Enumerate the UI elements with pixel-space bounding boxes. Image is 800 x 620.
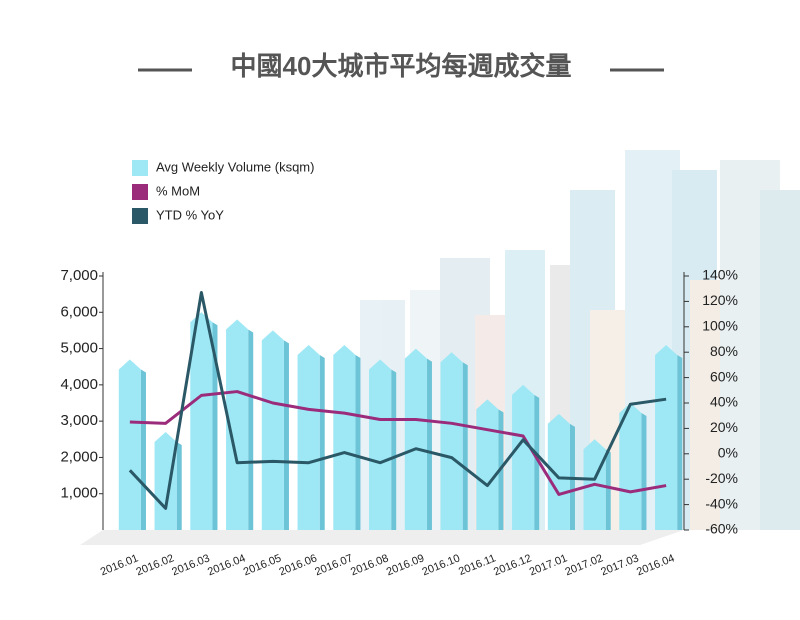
bar-side [248, 329, 254, 530]
x-tick-label: 2017.01 [528, 552, 569, 578]
bar [333, 344, 356, 530]
x-tick-label: 2016.01 [99, 552, 140, 578]
bar-side [176, 442, 182, 530]
bar-side [140, 369, 146, 530]
bar-side [319, 354, 325, 530]
bar [476, 399, 499, 530]
line-series [129, 390, 667, 496]
chart-title: 中國40大城市平均每週成交量 [231, 51, 572, 81]
bar-side [355, 354, 361, 530]
y-tick-label: 3,000 [60, 412, 98, 429]
y-tick-label: 6,000 [60, 303, 98, 320]
x-tick-label: 2016.12 [492, 552, 533, 578]
y2-tick-label: 20% [710, 419, 738, 435]
x-tick-label: 2016.08 [349, 552, 390, 578]
x-tick-label: 2016.04 [635, 552, 676, 578]
line-series [128, 291, 667, 510]
x-tick-label: 2016.04 [206, 552, 247, 578]
x-tick-label: 2016.07 [313, 552, 354, 578]
bar [226, 319, 249, 530]
bar [190, 312, 213, 530]
bar-side [391, 369, 397, 530]
legend-swatch [132, 184, 148, 200]
legend-swatch [132, 208, 148, 224]
x-tick-label: 2017.03 [599, 552, 640, 578]
bar-side [605, 449, 611, 530]
y-tick-label: 7,000 [60, 267, 98, 284]
bar-side [462, 362, 468, 530]
x-tick-label: 2016.06 [277, 552, 318, 578]
bar [154, 432, 177, 530]
y2-tick-label: 120% [702, 292, 738, 308]
bar [261, 330, 284, 530]
bar [369, 359, 392, 530]
y-tick-label: 2,000 [60, 448, 98, 465]
bar-side [426, 358, 432, 530]
legend: Avg Weekly Volume (ksqm) % MoM YTD % YoY [132, 159, 314, 224]
legend-label: % MoM [156, 183, 200, 198]
x-tick-label: 2017.02 [563, 552, 604, 578]
bar-side [212, 322, 218, 530]
bar [619, 403, 642, 530]
bar [512, 384, 535, 530]
y2-tick-label: -60% [705, 521, 738, 537]
y-tick-label: 5,000 [60, 340, 98, 357]
bar [547, 413, 570, 530]
floor [80, 530, 684, 545]
y2-tick-label: 0% [718, 445, 738, 461]
bar-side [534, 394, 540, 530]
x-tick-label: 2016.10 [420, 552, 461, 578]
bar [297, 344, 320, 530]
bar [440, 352, 463, 530]
y2-tick-label: -40% [705, 495, 738, 511]
bar [118, 359, 141, 530]
bar [655, 344, 678, 530]
bar [404, 348, 427, 530]
bar-side [677, 354, 683, 530]
y2-tick-label: 60% [710, 368, 738, 384]
legend-label: YTD % YoY [156, 207, 224, 222]
y2-tick-label: 100% [702, 318, 738, 334]
x-tick-label: 2016.11 [457, 552, 498, 578]
y2-tick-label: 140% [702, 267, 738, 283]
x-tick-label: 2016.03 [170, 552, 211, 578]
legend-label: Avg Weekly Volume (ksqm) [156, 159, 314, 174]
legend-swatch [132, 160, 148, 176]
y-tick-label: 4,000 [60, 376, 98, 393]
bar-side [283, 340, 289, 530]
y2-tick-label: 80% [710, 343, 738, 359]
y2-tick-label: -20% [705, 470, 738, 486]
x-tick-label: 2016.09 [385, 552, 426, 578]
bar-side [641, 413, 647, 530]
x-tick-label: 2016.02 [134, 552, 175, 578]
y-tick-label: 1,000 [60, 485, 98, 502]
x-tick-label: 2016.05 [242, 552, 283, 578]
y2-tick-label: 40% [710, 394, 738, 410]
